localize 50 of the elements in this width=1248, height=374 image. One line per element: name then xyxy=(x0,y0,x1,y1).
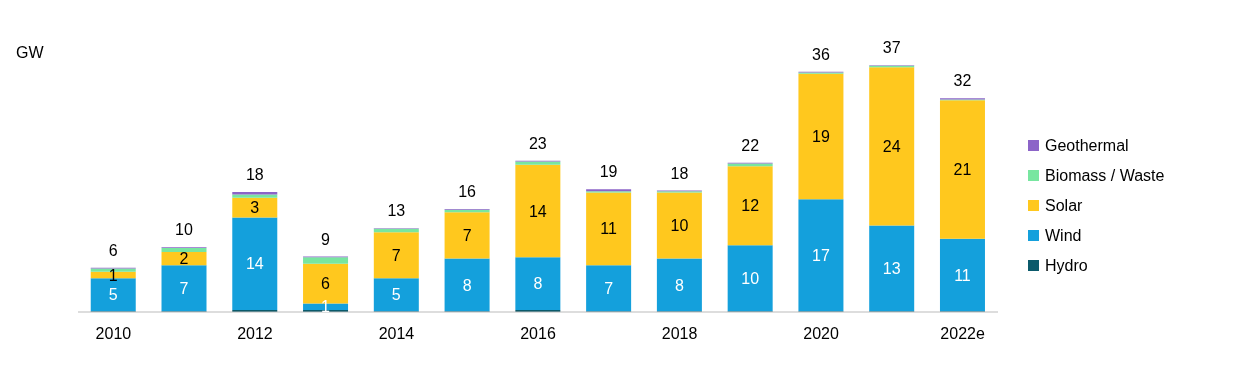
legend-label: Geothermal xyxy=(1045,136,1129,155)
legend-label: Hydro xyxy=(1045,256,1088,275)
data-label: 7 xyxy=(391,246,401,264)
legend-label: Biomass / Waste xyxy=(1045,166,1165,185)
total-label: 6 xyxy=(108,241,118,259)
total-label: 9 xyxy=(321,230,331,248)
total-label: 13 xyxy=(387,202,406,220)
data-label: 5 xyxy=(391,286,401,304)
data-label: 10 xyxy=(741,269,760,287)
total-label: 32 xyxy=(953,72,972,90)
data-label: 10 xyxy=(670,217,689,235)
x-tick-label: 2010 xyxy=(95,325,132,343)
total-label: 37 xyxy=(882,39,901,57)
x-tick-label: 2020 xyxy=(803,325,839,343)
x-tick-label: 2018 xyxy=(661,325,698,343)
data-label: 24 xyxy=(882,137,901,155)
x-tick-label: 2012 xyxy=(237,325,273,343)
data-label: 8 xyxy=(533,275,543,293)
x-tick-label: 2016 xyxy=(520,325,556,343)
legend-label: Solar xyxy=(1045,196,1083,215)
data-label: 5 xyxy=(108,286,118,304)
data-label: 7 xyxy=(462,227,472,245)
total-label: 23 xyxy=(528,134,547,152)
data-label: 3 xyxy=(250,199,260,217)
data-label: 8 xyxy=(462,276,472,294)
data-label: 6 xyxy=(321,275,331,293)
x-tick-label: 2022e xyxy=(940,325,985,343)
total-label: 22 xyxy=(741,136,760,154)
data-label: 2 xyxy=(179,250,189,268)
data-label: 19 xyxy=(812,128,830,146)
data-label: 12 xyxy=(741,197,760,215)
total-label: 10 xyxy=(175,221,194,239)
data-label: 11 xyxy=(600,220,618,238)
legend-label: Wind xyxy=(1045,226,1082,245)
y-axis-title: GW xyxy=(16,44,44,62)
total-label: 18 xyxy=(245,165,264,183)
data-label: 7 xyxy=(179,279,189,297)
total-label: 18 xyxy=(670,164,689,182)
data-label: 13 xyxy=(882,260,901,278)
data-label: 14 xyxy=(528,202,547,220)
data-label: 21 xyxy=(953,161,972,179)
data-label: 8 xyxy=(674,276,684,294)
x-tick-label: 2014 xyxy=(378,325,415,343)
data-label: 7 xyxy=(604,279,614,297)
data-label: 14 xyxy=(245,255,264,273)
total-label: 19 xyxy=(599,163,618,181)
total-label: 16 xyxy=(458,183,477,201)
data-label: 17 xyxy=(812,246,830,264)
data-label: 11 xyxy=(954,266,971,284)
total-label: 36 xyxy=(812,45,830,63)
